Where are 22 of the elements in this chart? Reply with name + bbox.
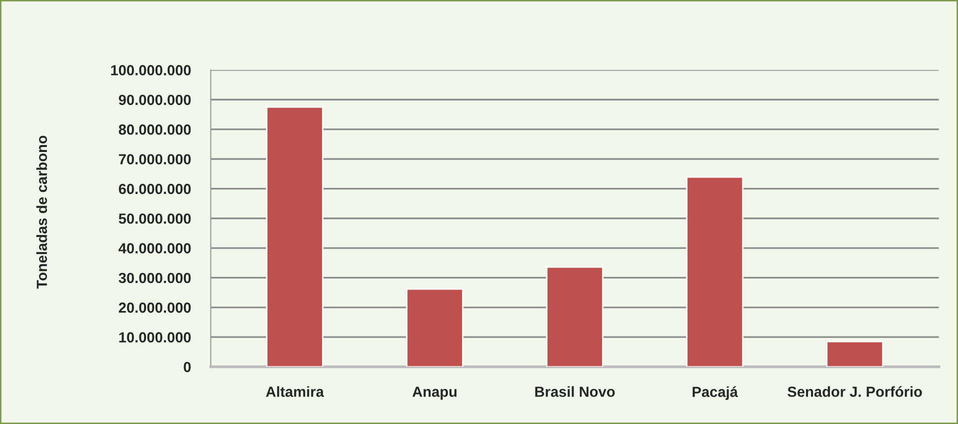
bar [826,340,884,367]
x-tick-label: Brasil Novo [535,386,615,397]
x-tick-label: Pacajá [692,386,738,400]
y-tick-label: 100.000.000 [111,65,191,76]
y-tick-label: 40.000.000 [118,243,191,254]
y-tick-label: 50.000.000 [118,213,191,224]
y-tick-label: 80.000.000 [118,124,191,135]
bar [406,288,464,367]
y-tick-label: 60.000.000 [118,184,191,194]
bar [686,176,744,367]
y-tick-label: 0 [184,362,191,372]
y-tick-label: 90.000.000 [118,94,191,106]
y-tick-label: 10.000.000 [119,332,191,343]
y-tick-label: 20.000.000 [118,302,191,313]
y-axis-title: Toneladas de carbono [36,136,48,289]
y-tick-label: 70.000.000 [118,154,191,164]
x-tick-label: Altamira [266,386,324,397]
x-tick-label: Senador J. Porfório [788,386,922,397]
bar [266,106,324,367]
y-tick-label: 30.000.000 [118,272,191,284]
x-tick-label: Anapu [412,386,457,400]
bar [546,266,604,367]
